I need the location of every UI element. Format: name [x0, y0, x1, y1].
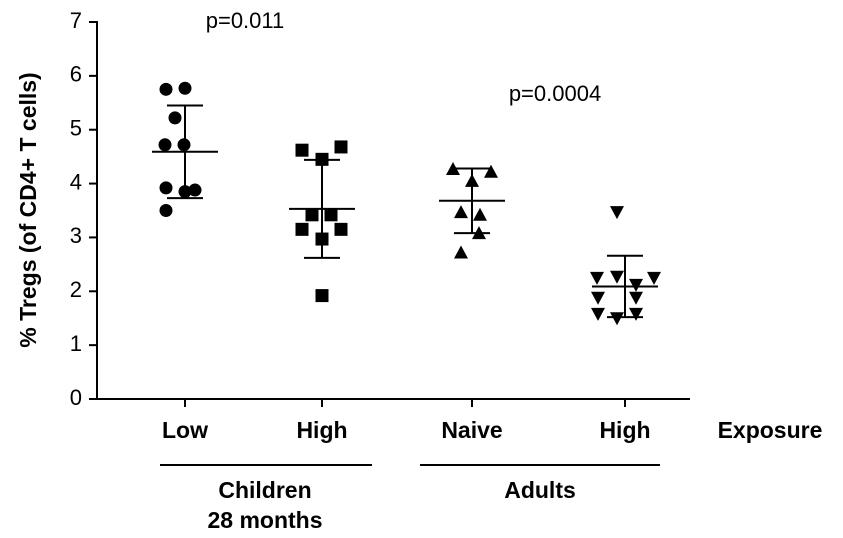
- x-tick-label: High: [296, 417, 347, 443]
- point: [295, 222, 309, 236]
- point: [590, 271, 604, 285]
- point: [159, 82, 173, 96]
- point: [159, 204, 173, 217]
- group-label: Children: [218, 477, 311, 503]
- point: [647, 271, 661, 285]
- y-tick-label: 0: [70, 385, 82, 410]
- point: [295, 143, 309, 157]
- point: [610, 270, 624, 284]
- point: [178, 81, 192, 95]
- point: [159, 181, 173, 195]
- x-tick-label: High: [599, 417, 650, 443]
- annotation: p=0.011: [206, 8, 285, 33]
- x-tick-label: Low: [162, 417, 208, 443]
- point: [473, 207, 487, 221]
- point: [454, 245, 468, 259]
- group-label: Adults: [504, 477, 576, 503]
- point: [305, 208, 319, 222]
- point: [315, 289, 329, 303]
- point: [629, 307, 643, 321]
- point: [629, 291, 643, 305]
- point: [168, 111, 182, 125]
- point: [629, 278, 643, 292]
- point: [454, 205, 468, 219]
- y-tick-label: 4: [70, 169, 82, 194]
- point: [158, 138, 172, 152]
- x-axis-label: Exposure: [718, 417, 823, 443]
- point: [610, 312, 624, 326]
- point: [334, 140, 348, 154]
- annotation: p=0.0004: [509, 81, 601, 106]
- point: [334, 222, 348, 236]
- y-axis-label: % Tregs (of CD4+ T cells): [15, 72, 41, 347]
- y-tick-label: 2: [70, 277, 82, 302]
- y-tick-label: 5: [70, 116, 82, 141]
- point: [188, 183, 202, 197]
- point: [591, 291, 605, 305]
- y-tick-label: 3: [70, 223, 82, 248]
- y-tick-label: 6: [70, 62, 82, 87]
- point: [324, 208, 338, 222]
- y-tick-label: 1: [70, 331, 82, 356]
- point: [484, 164, 498, 178]
- point: [591, 307, 605, 321]
- x-tick-label: Naive: [441, 417, 502, 443]
- group-sublabel: 28 months: [207, 507, 322, 533]
- point: [446, 162, 460, 176]
- point: [610, 206, 624, 220]
- y-tick-label: 7: [70, 8, 82, 33]
